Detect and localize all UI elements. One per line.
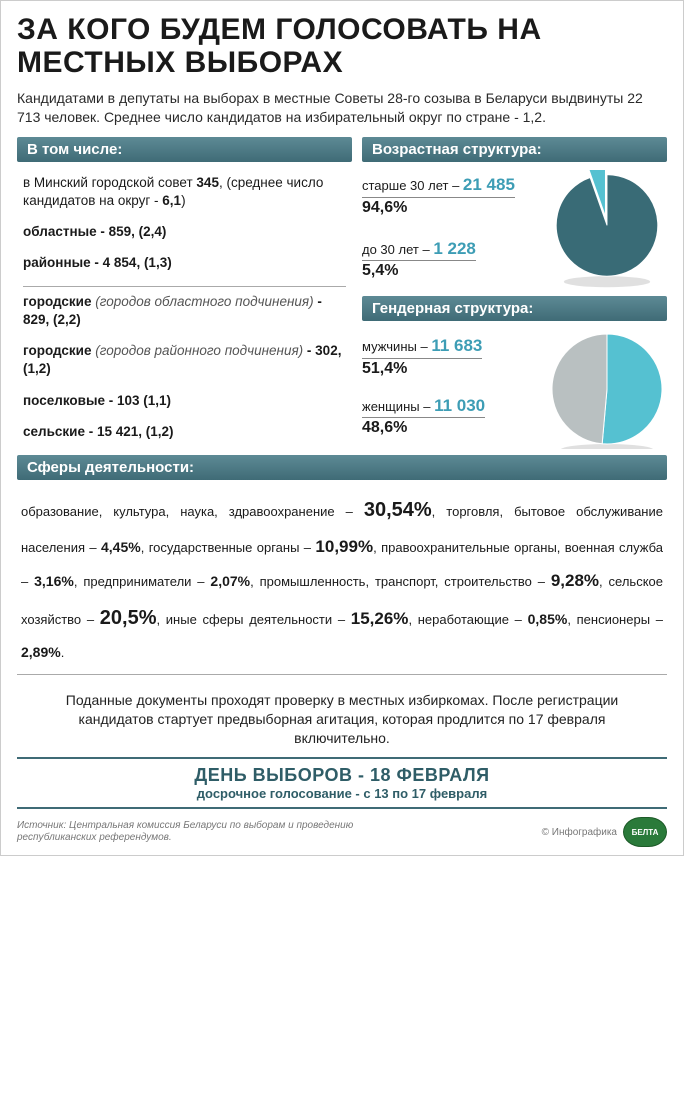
election-day-line1: ДЕНЬ ВЫБОРОВ - 18 ФЕВРАЛЯ [17, 765, 667, 786]
age-labels: старше 30 лет – 21 485 94,6% до 30 лет –… [362, 175, 539, 284]
breakdown-item: поселковые - 103 (1,1) [23, 392, 346, 410]
notice-text: Поданные документы проходят проверку в м… [17, 681, 667, 758]
belta-logo: БЕЛТА [623, 817, 667, 847]
breakdown-item: районные - 4 854, (1,3) [23, 254, 346, 272]
age-under30-label: до 30 лет – 1 228 [362, 242, 476, 257]
election-day-banner: ДЕНЬ ВЫБОРОВ - 18 ФЕВРАЛЯ досрочное голо… [17, 757, 667, 809]
charts-column: Возрастная структура: старше 30 лет – 21… [362, 137, 667, 455]
top-columns: В том числе: в Минский городской совет 3… [17, 137, 667, 455]
age-heading: Возрастная структура: [362, 137, 667, 162]
gender-male-pct: 51,4% [362, 360, 407, 377]
breakdown-column: В том числе: в Минский городской совет 3… [17, 137, 352, 455]
election-day-line2: досрочное голосование - с 13 по 17 февра… [17, 786, 667, 801]
gender-labels: мужчины – 11 683 51,4% женщины – 11 030 … [362, 336, 539, 441]
divider [17, 674, 667, 675]
gender-male-label: мужчины – 11 683 [362, 339, 482, 354]
footer: Источник: Центральная комиссия Беларуси … [17, 815, 667, 847]
breakdown-item: в Минский городской совет 345, (среднее … [23, 174, 346, 210]
main-title: ЗА КОГО БУДЕМ ГОЛОСОВАТЬ НА МЕСТНЫХ ВЫБО… [17, 13, 667, 79]
breakdown-item: городские (городов областного подчинения… [23, 293, 346, 329]
footer-copyright: © Инфографика [542, 827, 617, 838]
age-over30-label: старше 30 лет – 21 485 [362, 178, 515, 193]
gender-pie-chart [547, 329, 667, 449]
footer-source: Источник: Центральная комиссия Беларуси … [17, 820, 397, 844]
age-under30-pct: 5,4% [362, 262, 398, 279]
breakdown-item: городские (городов районного подчинения)… [23, 342, 346, 378]
breakdown-heading: В том числе: [17, 137, 352, 162]
age-pie-chart [547, 170, 667, 290]
gender-heading: Гендерная структура: [362, 296, 667, 321]
age-chart-block: старше 30 лет – 21 485 94,6% до 30 лет –… [362, 162, 667, 296]
gender-female-label: женщины – 11 030 [362, 399, 485, 414]
breakdown-item: областные - 859, (2,4) [23, 223, 346, 241]
age-over30-pct: 94,6% [362, 199, 407, 216]
gender-female-pct: 48,6% [362, 419, 407, 436]
breakdown-item: сельские - 15 421, (1,2) [23, 423, 346, 441]
gender-chart-block: мужчины – 11 683 51,4% женщины – 11 030 … [362, 321, 667, 455]
breakdown-list: в Минский городской совет 345, (среднее … [17, 162, 352, 441]
activity-heading: Сферы деятельности: [17, 455, 667, 480]
subtitle: Кандидатами в депутаты на выборах в мест… [17, 89, 667, 127]
infographic-container: ЗА КОГО БУДЕМ ГОЛОСОВАТЬ НА МЕСТНЫХ ВЫБО… [0, 0, 684, 856]
activity-body: образование, культура, наука, здравоохра… [17, 480, 667, 670]
